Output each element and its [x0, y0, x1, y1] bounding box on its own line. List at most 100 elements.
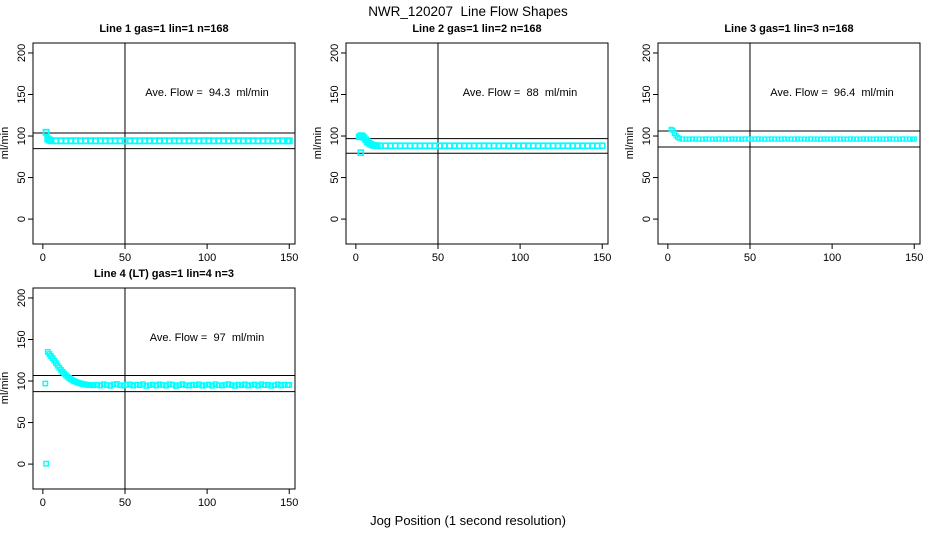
data-point — [781, 136, 788, 142]
x-tick-label: 150 — [905, 252, 923, 264]
y-axis-label: ml/min — [313, 127, 324, 159]
y-axis-label: ml/min — [0, 372, 11, 404]
data-point — [228, 382, 235, 388]
data-point — [788, 136, 794, 142]
data-point — [877, 136, 883, 142]
data-point — [136, 382, 143, 388]
data-point — [127, 381, 133, 388]
y-tick-label: 50 — [16, 416, 28, 428]
plot-frame — [32, 42, 296, 245]
data-point — [873, 136, 880, 142]
data-point — [752, 136, 758, 142]
data-point — [209, 382, 215, 389]
data-point — [215, 382, 222, 389]
subplot-title: Line 2 gas=1 lin=2 n=168 — [412, 23, 541, 35]
main-title: NWR_120207 Line Flow Shapes — [368, 4, 568, 19]
data-point — [100, 381, 107, 388]
subplot-line1: Line 1 gas=1 lin=1 n=168 ml/min Ave. Flo… — [0, 20, 313, 268]
x-tick-label: 0 — [353, 252, 359, 264]
data-point — [113, 381, 120, 387]
x-tick-label: 0 — [665, 252, 671, 264]
x-tick-label: 50 — [119, 252, 131, 264]
data-point — [887, 136, 893, 142]
data-point — [225, 381, 232, 388]
data-point — [219, 382, 225, 389]
data-point — [696, 136, 702, 142]
y-tick-label: 0 — [641, 216, 653, 222]
data-point — [890, 136, 896, 142]
plot-frame — [32, 287, 296, 490]
x-tick-label: 0 — [40, 497, 46, 509]
y-tick-label: 0 — [16, 461, 28, 467]
y-tick-label: 200 — [16, 289, 28, 307]
data-point — [42, 128, 50, 136]
plot-line1-svg: Line 1 gas=1 lin=1 n=168 ml/min Ave. Flo… — [0, 23, 298, 264]
data-point — [850, 136, 857, 142]
x-tick-label: 50 — [432, 252, 444, 264]
data-point — [804, 136, 811, 142]
y-tick-label: 50 — [641, 171, 653, 183]
ave-flow-annotation: Ave. Flow = 94.3 ml/min — [145, 87, 269, 99]
data-point — [709, 136, 715, 142]
data-point — [235, 381, 242, 388]
data-point — [732, 136, 738, 142]
data-point — [841, 136, 847, 142]
subplot-title: Line 3 gas=1 lin=3 n=168 — [724, 23, 853, 35]
data-point — [268, 382, 275, 389]
data-point — [900, 136, 906, 142]
data-point — [156, 381, 163, 388]
ave-flow-annotation: Ave. Flow = 96.4 ml/min — [770, 87, 894, 99]
data-point — [831, 136, 837, 142]
data-point — [824, 136, 830, 142]
data-point — [689, 136, 696, 142]
plot-canvas: 0 50 100 150 200 0 50 100 150 — [16, 42, 298, 264]
data-point — [110, 381, 117, 388]
data-point — [716, 136, 722, 142]
data-point — [883, 136, 889, 142]
plot-line3-svg: Line 3 gas=1 lin=3 n=168 ml/min Ave. Flo… — [625, 23, 923, 264]
x-tick-label: 50 — [744, 252, 756, 264]
data-point — [762, 136, 768, 142]
data-point — [43, 460, 50, 467]
y-axis-label: ml/min — [625, 127, 636, 159]
data-point — [729, 136, 735, 142]
data-point — [186, 382, 192, 389]
data-point — [189, 381, 196, 388]
data-point — [745, 136, 751, 142]
data-point — [814, 136, 820, 142]
data-point — [706, 136, 712, 142]
subplot-title: Line 4 (LT) gas=1 lin=4 n=3 — [94, 268, 234, 280]
data-point — [133, 381, 140, 388]
data-point — [42, 380, 49, 387]
y-tick-label: 0 — [16, 216, 28, 222]
plot-frame — [657, 42, 921, 245]
x-tick-label: 100 — [198, 252, 216, 264]
data-point — [827, 136, 834, 142]
data-point — [867, 136, 873, 142]
data-point — [255, 382, 261, 389]
data-point — [801, 136, 807, 142]
plot-frame — [345, 42, 609, 245]
data-point — [680, 136, 686, 142]
data-point — [241, 381, 248, 388]
x-tick-label: 100 — [511, 252, 529, 264]
data-point — [686, 136, 692, 142]
data-point — [683, 136, 689, 142]
x-axis-label: Jog Position (1 second resolution) — [370, 513, 566, 528]
data-point — [271, 382, 278, 389]
data-point — [693, 136, 699, 142]
data-point — [896, 136, 903, 142]
y-tick-label: 50 — [329, 171, 341, 183]
x-tick-label: 100 — [823, 252, 841, 264]
y-tick-label: 50 — [16, 171, 28, 183]
y-tick-label: 150 — [16, 85, 28, 103]
data-point — [176, 382, 183, 388]
data-point — [264, 381, 271, 388]
x-tick-label: 150 — [280, 252, 298, 264]
y-tick-label: 150 — [16, 330, 28, 348]
y-tick-label: 150 — [641, 85, 653, 103]
data-point — [258, 381, 265, 388]
data-point — [795, 136, 801, 142]
data-point — [775, 136, 781, 142]
data-point — [285, 137, 293, 145]
